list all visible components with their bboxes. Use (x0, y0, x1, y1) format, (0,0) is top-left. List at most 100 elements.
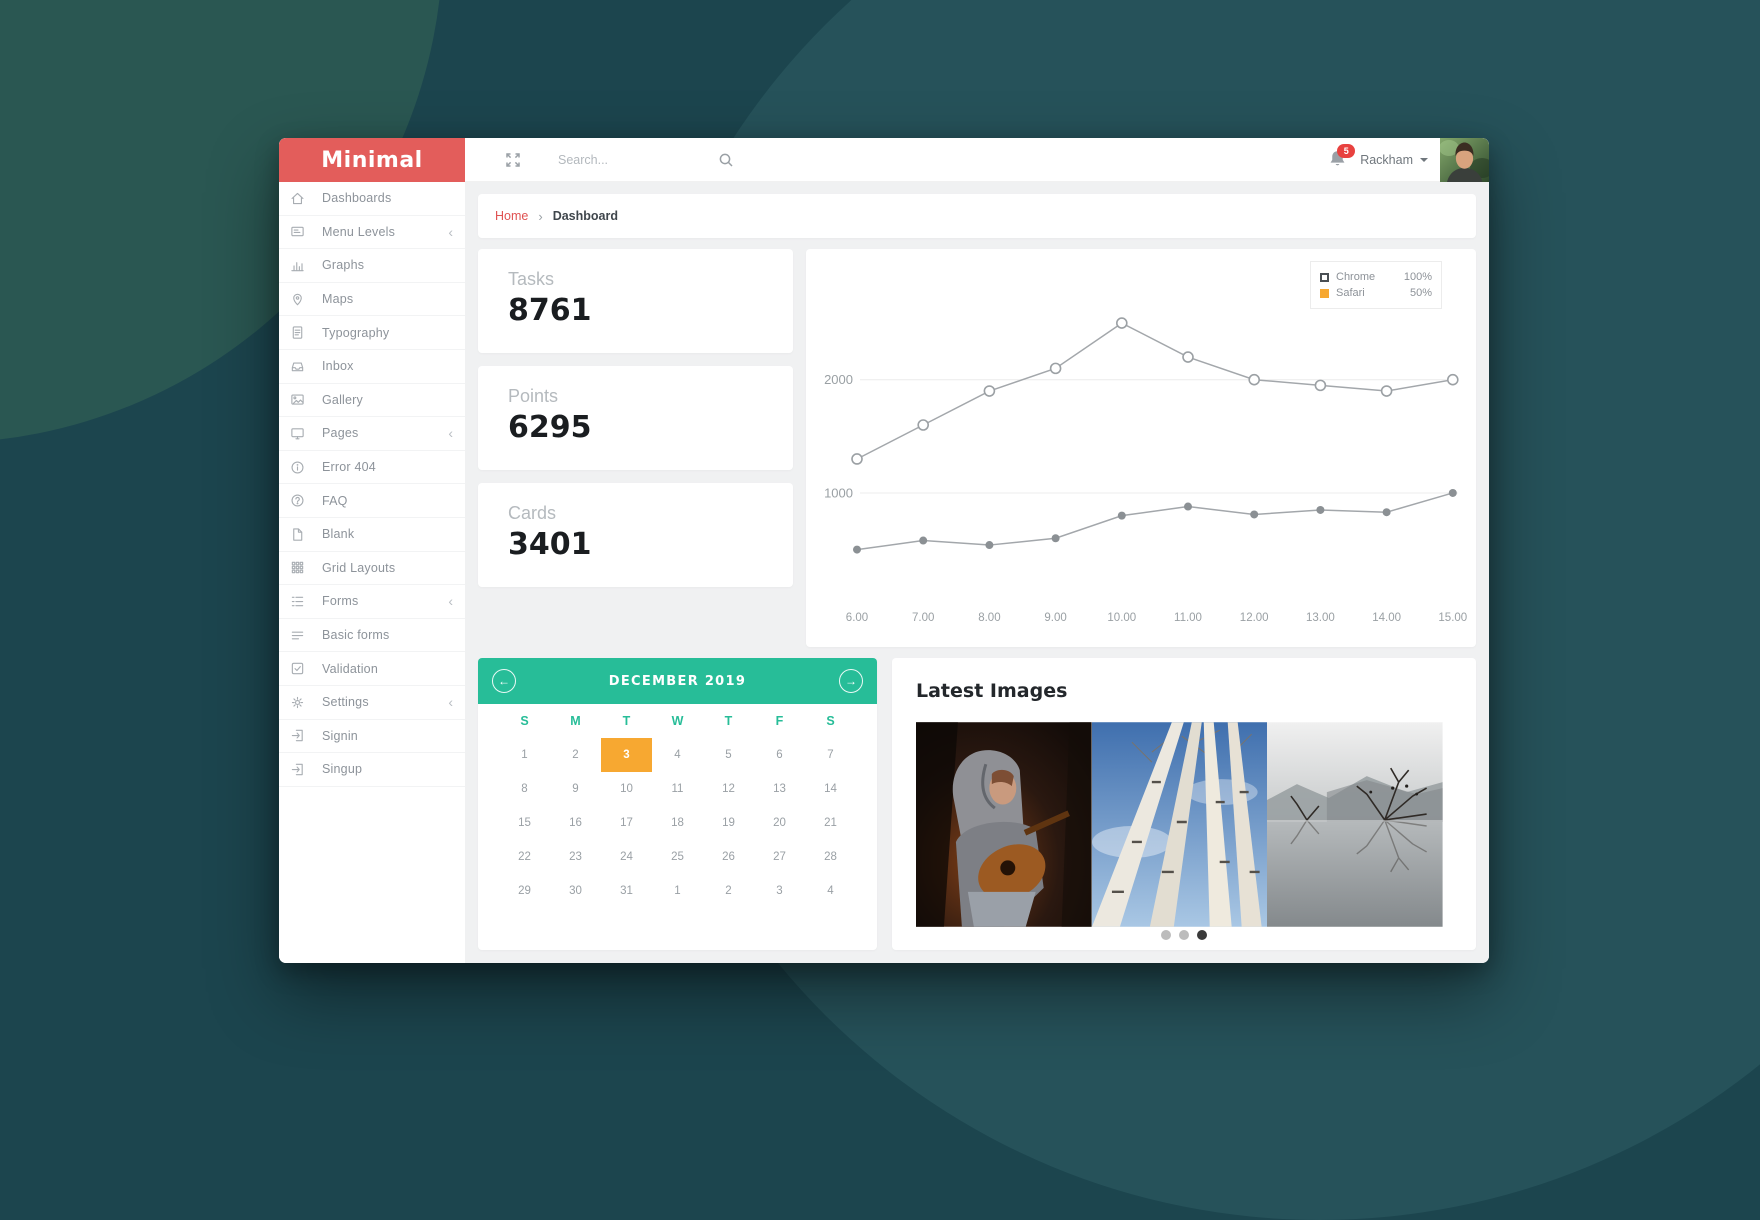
calendar-prev-button[interactable]: ← (492, 669, 516, 693)
stat-card-cards: Cards 3401 (478, 483, 793, 587)
calendar-day[interactable]: 13 (773, 783, 786, 795)
user-menu[interactable]: Rackham (1360, 152, 1413, 167)
calendar-title: DECEMBER 2019 (608, 673, 747, 689)
search-input[interactable] (556, 151, 710, 168)
carousel-dots (892, 930, 1476, 940)
calendar-day[interactable]: 30 (569, 885, 582, 897)
calendar-day[interactable]: 2 (572, 749, 579, 761)
calendar-day[interactable]: 28 (824, 851, 837, 863)
calendar-next-button[interactable]: → (839, 669, 863, 693)
birch-trees-photo[interactable] (1091, 722, 1268, 927)
x-tick-label: 13.00 (1306, 612, 1335, 624)
sidebar-item-menu-levels[interactable]: Menu Levels ‹ (279, 215, 465, 250)
expand-icon[interactable] (505, 152, 521, 168)
sidebar-item-validation[interactable]: Validation (279, 652, 465, 686)
signin-icon (290, 728, 305, 743)
calendar-day-header: W (671, 714, 684, 728)
calendar-day[interactable]: 11 (671, 783, 684, 795)
sidebar-item-forms[interactable]: Forms ‹ (279, 585, 465, 619)
calendar-day[interactable]: 16 (569, 817, 582, 829)
calendar-day[interactable]: 4 (674, 749, 681, 761)
sidebar-item-dashboards[interactable]: Dashboards (279, 182, 465, 216)
sidebar-item-error-404[interactable]: Error 404 (279, 450, 465, 485)
calendar-day[interactable]: 29 (518, 885, 531, 897)
calendar-day[interactable]: 14 (824, 783, 837, 795)
sidebar: Minimal Dashboards Menu Levels ‹ Graphs Maps… (279, 138, 466, 963)
x-tick-label: 8.00 (978, 612, 1000, 624)
avatar[interactable] (1439, 138, 1489, 182)
calendar-selected-day[interactable]: 3 (601, 738, 652, 772)
sidebar-item-label: Forms (322, 594, 359, 609)
calendar-day[interactable]: 23 (569, 851, 582, 863)
sidebar-item-label: FAQ (322, 493, 348, 508)
carousel-dot-3[interactable] (1197, 930, 1207, 940)
sidebar-item-inbox[interactable]: Inbox (279, 349, 465, 384)
sidebar-item-label: Error 404 (322, 460, 376, 475)
blank-icon (290, 527, 305, 542)
carousel-dot-2[interactable] (1179, 930, 1189, 940)
chrome-point (1049, 362, 1062, 375)
sidebar-item-basic-forms[interactable]: Basic forms (279, 618, 465, 653)
safari-line (856, 492, 1454, 551)
y-tick-label: 1000 (824, 485, 853, 500)
calendar-day[interactable]: 15 (518, 817, 531, 829)
calendar-day[interactable]: 8 (521, 783, 528, 795)
calendar-day[interactable]: 1 (674, 885, 681, 897)
guitar-player-photo[interactable] (916, 722, 1092, 927)
chrome-point (1248, 373, 1261, 386)
menu-levels-icon (290, 224, 305, 239)
chrome-point (1115, 317, 1128, 329)
calendar-day[interactable]: 26 (722, 851, 735, 863)
notifications-bell-icon[interactable]: 5 (1327, 144, 1356, 170)
calendar-day[interactable]: 4 (827, 885, 834, 897)
calendar-day[interactable]: 27 (773, 851, 786, 863)
calendar-day[interactable]: 1 (521, 749, 528, 761)
sidebar-item-faq[interactable]: FAQ (279, 484, 465, 518)
calendar-day[interactable]: 21 (824, 817, 837, 829)
search-icon[interactable] (718, 152, 734, 168)
chevron-down-icon[interactable] (1420, 157, 1428, 162)
sidebar-item-pages[interactable]: Pages ‹ (279, 417, 465, 451)
sidebar-item-maps[interactable]: Maps (279, 282, 465, 317)
sidebar-item-signin[interactable]: Signin (279, 719, 465, 754)
lake-branches-photo[interactable] (1267, 722, 1443, 927)
sidebar-item-settings[interactable]: Settings ‹ (279, 685, 465, 720)
line-chart: 1000 2000 6.00 7.00 8.00 9.00 10.00 11.00 12.00 1… (824, 317, 1467, 624)
browser-usage-chart-card: 1000 2000 6.00 7.00 8.00 9.00 10.00 11.00 12.00 1… (806, 249, 1476, 647)
stat-label: Cards (508, 503, 557, 523)
calendar-day[interactable]: 17 (620, 817, 633, 829)
calendar-day[interactable]: 2 (725, 885, 732, 897)
safari-point (1382, 508, 1391, 517)
calendar-day[interactable]: 22 (518, 851, 531, 863)
calendar-day[interactable]: 9 (572, 783, 579, 795)
x-tick-label: 9.00 (1044, 612, 1066, 624)
chrome-point (983, 385, 996, 397)
calendar-day[interactable]: 31 (620, 885, 633, 897)
sidebar-item-gallery[interactable]: Gallery (279, 383, 465, 418)
sidebar-item-typography[interactable]: Typography (279, 316, 465, 350)
calendar-day[interactable]: 5 (725, 749, 732, 761)
sidebar-item-label: Signin (322, 728, 358, 743)
sidebar-item-grid-layouts[interactable]: Grid Layouts (279, 551, 465, 586)
x-tick-label: 15.00 (1438, 612, 1467, 624)
calendar-day[interactable]: 12 (722, 783, 735, 795)
carousel-dot-1[interactable] (1161, 930, 1171, 940)
sidebar-item-label: Maps (322, 292, 354, 307)
sidebar-item-label: Pages (322, 426, 359, 441)
calendar-day[interactable]: 10 (620, 783, 633, 795)
notification-badge: 5 (1337, 144, 1356, 158)
chrome-point (917, 419, 929, 431)
breadcrumb-home-link[interactable]: Home (495, 209, 529, 223)
calendar-day[interactable]: 24 (620, 851, 633, 863)
calendar-day[interactable]: 3 (776, 885, 783, 897)
stat-value: 8761 (508, 293, 592, 328)
sidebar-item-graphs[interactable]: Graphs (279, 249, 465, 283)
calendar-day[interactable]: 25 (671, 851, 684, 863)
calendar-day[interactable]: 19 (722, 817, 735, 829)
calendar-day[interactable]: 7 (827, 749, 834, 761)
calendar-day[interactable]: 6 (776, 749, 783, 761)
calendar-day[interactable]: 18 (671, 817, 684, 829)
sidebar-item-blank[interactable]: Blank (279, 517, 465, 552)
sidebar-item-singup[interactable]: Singup (279, 753, 465, 787)
calendar-day[interactable]: 20 (773, 817, 786, 829)
